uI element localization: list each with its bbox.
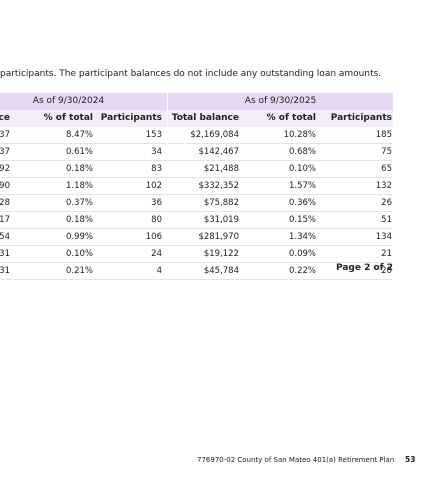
column-header: Participants xyxy=(330,113,392,123)
row-divider xyxy=(0,228,393,229)
table-cell: $31,019 xyxy=(203,215,239,225)
footer: 776970-02 County of San Mateo 401(a) Ret… xyxy=(197,456,395,464)
table-cell: 26 xyxy=(381,198,392,208)
table-cell: 0.61% xyxy=(65,147,93,157)
table-cell: 106 xyxy=(145,232,162,242)
table-cell: 132 xyxy=(375,181,392,191)
table-cell: $142,467 xyxy=(198,147,239,157)
table-cell: 31 xyxy=(0,266,10,276)
table-cell: 1.34% xyxy=(288,232,316,242)
intro-text: participants. The participant balances d… xyxy=(0,69,382,79)
table-cell: 185 xyxy=(375,130,392,140)
table-cell: 0.21% xyxy=(65,266,93,276)
table-cell: 0.68% xyxy=(288,147,316,157)
table-cell: 0.10% xyxy=(65,249,93,259)
table-cell: 134 xyxy=(375,232,392,242)
table-cell: 0.99% xyxy=(65,232,93,242)
table-cell: 102 xyxy=(145,181,162,191)
table-cell: 153 xyxy=(145,130,162,140)
table-cell: 0.37% xyxy=(65,198,93,208)
row-divider xyxy=(0,211,393,212)
column-header: % of total xyxy=(43,113,93,123)
column-header: Participants xyxy=(100,113,162,123)
table-cell: 0.15% xyxy=(288,215,316,225)
table-cell: 0.18% xyxy=(65,215,93,225)
table-cell: 65 xyxy=(381,164,392,174)
table-cell: 21 xyxy=(381,249,392,259)
table-cell: 37 xyxy=(0,147,10,157)
group-divider xyxy=(167,93,168,127)
group-header: As of 9/30/2025 xyxy=(244,96,317,106)
table-cell: $281,970 xyxy=(198,232,239,242)
table-cell: 51 xyxy=(381,215,392,225)
table-cell: 0.18% xyxy=(65,164,93,174)
table-cell: 28 xyxy=(0,198,10,208)
table-cell: 90 xyxy=(0,181,10,191)
row-divider xyxy=(0,245,393,246)
table-cell: 31 xyxy=(0,249,10,259)
table-cell: 0.36% xyxy=(288,198,316,208)
row-divider xyxy=(0,194,393,195)
table-cell: 1.57% xyxy=(288,181,316,191)
row-divider xyxy=(0,177,393,178)
table-cell: 36 xyxy=(151,198,162,208)
column-header: ce xyxy=(0,113,10,123)
table-cell: $19,122 xyxy=(203,249,239,259)
column-header: Total balance xyxy=(171,113,239,123)
table-cell: 1.18% xyxy=(65,181,93,191)
table-cell: 37 xyxy=(0,130,10,140)
column-header: % of total xyxy=(266,113,316,123)
table-cell: $332,352 xyxy=(198,181,239,191)
table-cell: 75 xyxy=(381,147,392,157)
group-header: As of 9/30/2024 xyxy=(32,96,105,106)
table-cell: 0.10% xyxy=(288,164,316,174)
table-cell: 0.22% xyxy=(288,266,316,276)
table-cell: 34 xyxy=(151,147,162,157)
table-cell: $45,784 xyxy=(203,266,239,276)
table-cell: $21,488 xyxy=(203,164,239,174)
table-cell: 0.09% xyxy=(288,249,316,259)
page-number: 53 xyxy=(405,455,416,464)
table-cell: 17 xyxy=(0,215,10,225)
table-cell: 10.28% xyxy=(283,130,316,140)
row-divider xyxy=(0,279,393,280)
table-cell: $75,882 xyxy=(203,198,239,208)
table-cell: 8.47% xyxy=(65,130,93,140)
group-header-band xyxy=(0,93,393,110)
table-cell: 4 xyxy=(156,266,162,276)
column-header-band xyxy=(0,110,393,127)
row-divider xyxy=(0,143,393,144)
table-cell: 92 xyxy=(0,164,10,174)
table-cell: 54 xyxy=(0,232,10,242)
table-cell: 24 xyxy=(151,249,162,259)
table-cell: 20 xyxy=(381,266,392,276)
table-cell: 83 xyxy=(151,164,162,174)
row-divider xyxy=(0,160,393,161)
row-divider xyxy=(0,262,393,263)
table-cell: $2,169,084 xyxy=(190,130,239,140)
page-label: Page 2 of 2 xyxy=(336,263,393,273)
table-cell: 80 xyxy=(151,215,162,225)
